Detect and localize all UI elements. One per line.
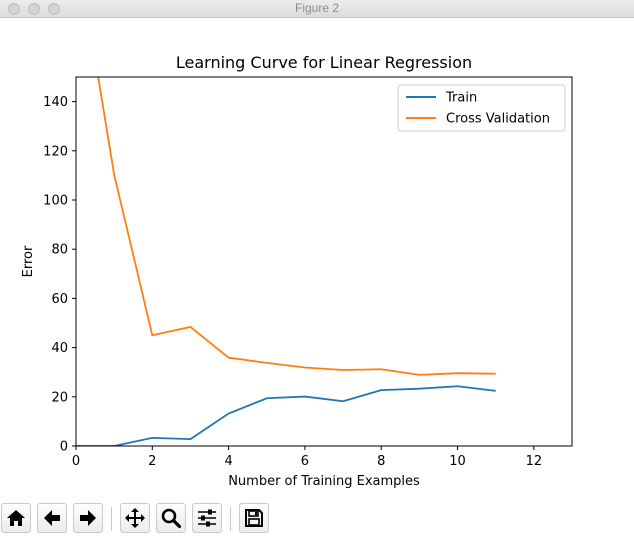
figure-canvas[interactable]: 0 2 4 6 8 10 12 0 20 40 60 80 100 120 140 Learning Cur…	[0, 18, 634, 498]
window-titlebar: Figure 2	[0, 0, 634, 18]
series-line-cross-validation	[97, 77, 496, 376]
arrow-right-icon	[80, 510, 96, 526]
configure-subplots-button[interactable]	[192, 503, 222, 533]
legend-label-cross-validation: Cross Validation	[446, 112, 550, 127]
sliders-icon	[198, 509, 216, 527]
arrow-left-icon	[44, 510, 60, 526]
x-tick-label: 8	[377, 454, 385, 469]
y-tick-label: 100	[43, 194, 68, 209]
x-tick-label: 0	[72, 454, 80, 469]
pan-button[interactable]	[120, 503, 150, 533]
floppy-disk-icon	[245, 509, 263, 527]
y-tick-label: 120	[43, 144, 68, 159]
chart-title: Learning Curve for Linear Regression	[176, 53, 472, 72]
legend-label-train: Train	[445, 91, 477, 106]
home-icon	[7, 510, 25, 526]
legend: Train Cross Validation	[397, 84, 566, 132]
save-button[interactable]	[239, 503, 269, 533]
zoom-button[interactable]	[156, 503, 186, 533]
x-tick-label: 2	[148, 454, 156, 469]
back-button[interactable]	[37, 503, 67, 533]
x-tick-label: 12	[526, 454, 543, 469]
y-tick-label: 140	[43, 95, 68, 110]
plot-lines	[76, 77, 496, 446]
y-tick-label: 80	[51, 243, 68, 258]
legend-box	[397, 84, 566, 132]
minimize-window-button[interactable]	[28, 3, 40, 15]
y-axis-label: Error	[21, 245, 36, 277]
y-tick-label: 60	[51, 292, 68, 307]
toolbar-separator	[111, 507, 112, 531]
y-tick-label: 0	[60, 440, 68, 455]
magnifier-icon	[161, 508, 182, 529]
y-tick-label: 40	[51, 341, 68, 356]
y-tick-label: 20	[51, 390, 68, 405]
home-button[interactable]	[1, 503, 31, 533]
x-tick-label: 4	[224, 454, 232, 469]
forward-button[interactable]	[73, 503, 103, 533]
toolbar-separator	[230, 507, 231, 531]
x-axis-label: Number of Training Examples	[228, 474, 420, 489]
x-tick-label: 10	[449, 454, 466, 469]
window-title: Figure 2	[294, 1, 340, 15]
series-line-train	[76, 385, 496, 446]
zoom-window-button[interactable]	[48, 3, 60, 15]
axes-frame	[75, 76, 573, 447]
close-window-button[interactable]	[8, 3, 20, 15]
move-icon	[125, 508, 145, 528]
navigation-toolbar	[0, 500, 634, 539]
x-tick-label: 6	[301, 454, 309, 469]
